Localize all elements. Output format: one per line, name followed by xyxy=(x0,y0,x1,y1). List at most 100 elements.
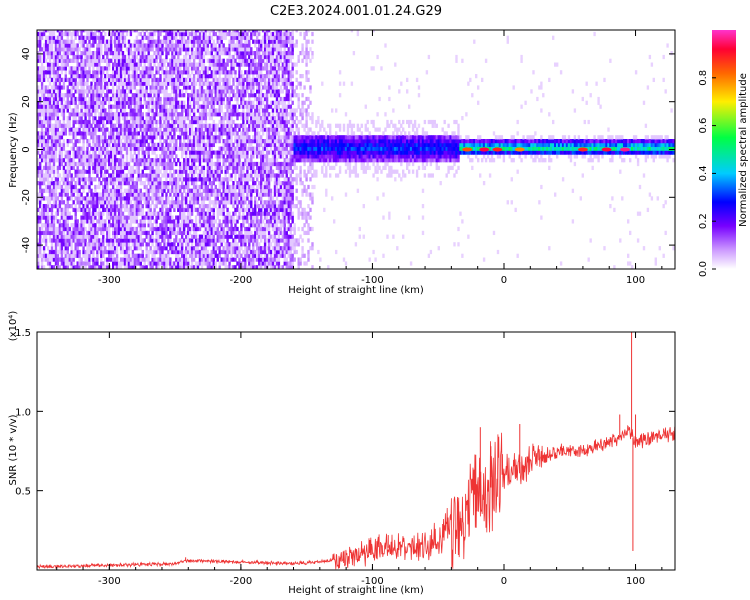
heatmap-cell xyxy=(48,249,52,255)
heatmap-cell xyxy=(185,184,188,190)
heatmap-cell xyxy=(220,100,223,105)
heatmap-cell xyxy=(92,146,95,151)
heatmap-cell xyxy=(108,165,111,171)
heatmap-cell xyxy=(70,85,73,90)
heatmap-cell xyxy=(37,158,40,163)
heatmap-cell xyxy=(46,43,50,48)
heatmap-cell xyxy=(151,54,154,60)
heatmap-cell xyxy=(112,77,115,83)
heatmap-cell xyxy=(179,192,182,197)
heatmap-cell xyxy=(187,85,190,90)
heatmap-cell xyxy=(48,62,52,67)
heatmap-cell xyxy=(125,127,129,132)
heatmap-cell xyxy=(149,74,152,79)
heatmap-cell xyxy=(204,43,208,48)
heatmap-cell xyxy=(98,238,101,243)
heatmap-cell xyxy=(169,135,172,140)
heatmap-cell xyxy=(143,131,146,136)
heatmap-cell xyxy=(200,135,204,140)
heatmap-cell xyxy=(192,58,196,63)
heatmap-cell xyxy=(104,257,107,262)
heatmap-cell xyxy=(149,47,152,52)
heatmap-cell xyxy=(72,253,75,258)
heatmap-cell xyxy=(167,74,170,79)
heatmap-cell xyxy=(108,96,111,102)
heatmap-cell xyxy=(171,261,174,266)
heatmap-cell xyxy=(218,139,221,144)
heatmap-cell xyxy=(139,108,142,113)
heatmap-cell xyxy=(52,150,56,155)
heatmap-cell xyxy=(169,58,172,63)
heatmap-cell xyxy=(50,238,54,243)
heatmap-cell xyxy=(226,112,229,117)
heatmap-cell xyxy=(78,74,81,79)
heatmap-cell xyxy=(64,181,67,186)
heatmap-cell xyxy=(86,215,89,220)
heatmap-cell xyxy=(58,96,62,102)
heatmap-cell xyxy=(50,123,54,128)
heatmap-cell xyxy=(218,104,221,109)
heatmap-cell xyxy=(157,196,160,201)
heatmap-cell xyxy=(196,246,200,251)
heatmap-cell xyxy=(96,253,99,258)
heatmap-cell xyxy=(92,242,95,247)
heatmap-cell xyxy=(159,104,162,109)
heatmap-cell xyxy=(131,116,135,121)
heatmap-cell xyxy=(84,119,87,125)
heatmap-cell xyxy=(165,100,168,105)
heatmap-cell xyxy=(224,89,227,94)
heatmap-cell xyxy=(115,66,119,71)
heatmap-cell xyxy=(169,104,172,109)
heatmap-cell xyxy=(137,161,140,167)
heatmap-cell xyxy=(64,234,67,239)
heatmap-cell xyxy=(222,215,225,220)
heatmap-cell xyxy=(74,249,77,255)
heatmap-cell xyxy=(66,165,69,171)
heatmap-cell xyxy=(226,238,229,243)
heatmap-cell xyxy=(143,77,146,83)
heatmap-cell xyxy=(96,184,99,190)
heatmap-cell xyxy=(82,112,85,117)
heatmap-cell xyxy=(58,108,62,113)
heatmap-cell xyxy=(159,261,162,266)
heatmap-cell xyxy=(117,123,121,128)
heatmap-cell xyxy=(64,173,67,178)
heatmap-cell xyxy=(222,123,225,128)
heatmap-cell xyxy=(230,66,233,71)
heatmap-cell xyxy=(76,112,79,117)
heatmap-cell xyxy=(181,257,184,262)
heatmap-cell xyxy=(141,70,144,75)
heatmap-cell xyxy=(155,100,158,105)
heatmap-cell xyxy=(179,127,182,132)
heatmap-cell xyxy=(62,31,66,37)
heatmap-cell xyxy=(76,226,79,232)
heatmap-cell xyxy=(80,150,83,155)
heatmap-cell xyxy=(210,96,213,102)
heatmap-cell xyxy=(119,238,123,243)
heatmap-cell xyxy=(106,196,109,201)
heatmap-cell xyxy=(183,131,186,136)
heatmap-cell xyxy=(48,54,52,60)
heatmap-cell xyxy=(171,58,174,63)
heatmap-cell xyxy=(121,31,125,37)
heatmap-cell xyxy=(119,215,123,220)
heatmap-cell xyxy=(106,150,109,155)
heatmap-cell xyxy=(76,54,79,60)
heatmap-cell xyxy=(102,70,105,75)
heatmap-cell xyxy=(106,177,109,182)
heatmap-cell xyxy=(190,158,194,163)
heatmap-cell xyxy=(198,184,202,190)
heatmap-cell xyxy=(135,77,139,83)
heatmap-cell xyxy=(206,47,210,52)
heatmap-cell xyxy=(58,54,62,60)
heatmap-cell xyxy=(169,127,172,132)
heatmap-cell xyxy=(46,204,50,209)
heatmap-cell xyxy=(86,108,89,113)
heatmap-cell xyxy=(226,196,229,201)
heatmap-cell xyxy=(115,184,119,190)
heatmap-cell xyxy=(90,158,93,163)
heatmap-cell xyxy=(106,192,109,197)
heatmap-cell xyxy=(125,215,129,220)
heatmap-cell xyxy=(188,39,192,44)
heatmap-cell xyxy=(177,39,180,44)
